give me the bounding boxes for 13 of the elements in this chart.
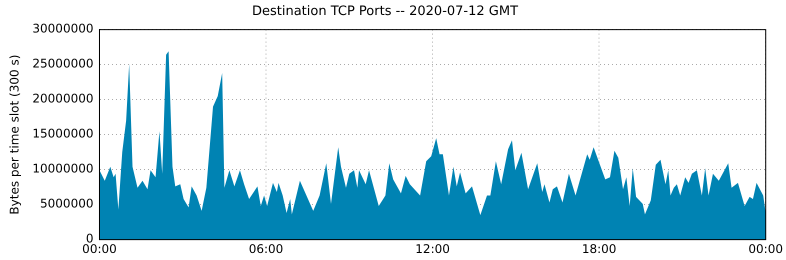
y-tick-label: 25000000 (32, 56, 94, 71)
y-tick-label: 15000000 (32, 126, 94, 141)
y-tick-label: 20000000 (32, 92, 94, 106)
x-tick-label: 00:00 (748, 242, 784, 256)
y-tick-label: 5000000 (40, 196, 94, 211)
x-tick-label: 18:00 (582, 242, 616, 256)
chart-title: Destination TCP Ports -- 2020-07-12 GMT (252, 4, 518, 20)
x-tick-label: 06:00 (248, 242, 284, 256)
x-tick-label: 12:00 (415, 242, 450, 256)
x-tick-label: 00:00 (82, 242, 117, 256)
y-axis-title: Bytes per time slot (300 s) (7, 54, 22, 215)
y-tick-label: 30000000 (32, 22, 94, 36)
y-tick-label: 10000000 (32, 162, 94, 176)
